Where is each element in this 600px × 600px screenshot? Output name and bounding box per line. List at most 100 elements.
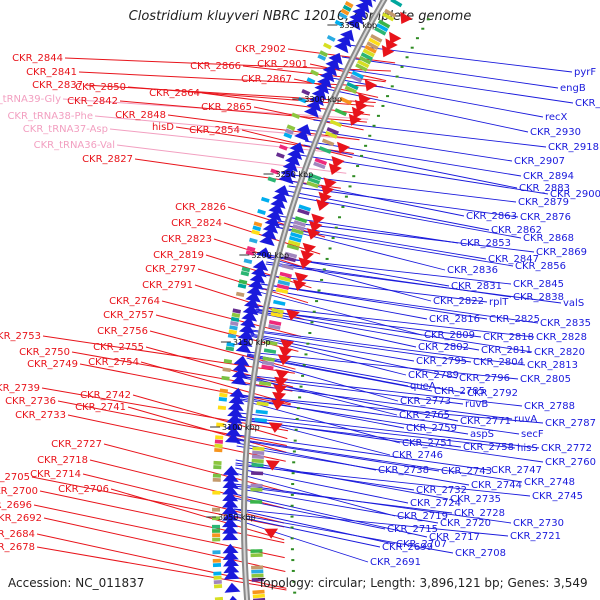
gene-label: CKR_2816 xyxy=(429,314,480,325)
cog-color-block xyxy=(250,487,263,492)
cog-color-block xyxy=(229,325,238,331)
reverse-gene-arrow xyxy=(248,278,264,290)
cog-color-block xyxy=(275,152,285,159)
cog-color-block xyxy=(213,465,222,470)
rrna-marker xyxy=(290,548,294,551)
gene-label: ruvA xyxy=(514,414,537,425)
cog-color-block xyxy=(212,490,221,495)
gene-label: CKR_2869 xyxy=(536,247,587,258)
label-connector xyxy=(236,439,440,472)
reverse-gene-arrow xyxy=(225,420,242,431)
rrna-marker xyxy=(344,195,348,198)
rrna-marker xyxy=(301,374,305,377)
rrna-marker xyxy=(328,247,332,250)
rrna-marker xyxy=(390,85,394,88)
forward-gene-arrow xyxy=(316,199,330,211)
gene-label: CKR_2862 xyxy=(491,225,542,236)
cog-color-block xyxy=(275,287,289,294)
label-connector xyxy=(237,434,490,471)
gene-label: CKR_2844 xyxy=(12,53,63,64)
cog-color-block xyxy=(250,500,263,504)
rrna-marker xyxy=(317,289,321,292)
cog-color-block xyxy=(301,88,311,96)
cog-color-block xyxy=(297,96,307,104)
rrna-marker xyxy=(338,216,342,219)
forward-gene-arrow xyxy=(273,384,287,396)
cog-color-block xyxy=(286,124,296,131)
label-connector xyxy=(241,395,544,424)
cog-color-block xyxy=(214,596,224,600)
gene-label: CKR_2867 xyxy=(241,74,292,85)
gene-label: hisS xyxy=(517,443,538,454)
reverse-gene-arrow xyxy=(228,394,245,405)
kbp-tick-label: 3250 kbp xyxy=(275,170,313,179)
cog-color-block xyxy=(382,12,395,22)
cog-color-block xyxy=(290,231,303,239)
reverse-gene-arrow xyxy=(282,160,298,173)
cog-color-block xyxy=(253,221,263,228)
forward-gene-arrow xyxy=(264,528,279,539)
forward-gene-arrow xyxy=(385,38,398,51)
label-connector xyxy=(234,483,512,524)
label-connector xyxy=(242,383,513,420)
cog-color-block xyxy=(271,307,284,314)
gene-label: CKR_2827 xyxy=(82,154,133,165)
cog-color-block xyxy=(307,177,321,185)
gene-label: CKR_2787 xyxy=(545,418,596,429)
cog-color-block xyxy=(257,209,266,215)
cog-color-block xyxy=(246,246,256,252)
gene-label: CKR_2714 xyxy=(30,469,81,480)
gene-label: CKR_2825 xyxy=(489,314,540,325)
trna-label: CKR_tRNA37-Asp xyxy=(23,124,108,135)
label-connector xyxy=(103,443,285,492)
rrna-marker xyxy=(304,353,308,356)
cog-color-block xyxy=(339,96,352,105)
forward-gene-arrow xyxy=(271,399,286,411)
cog-color-block xyxy=(334,108,347,117)
rrna-marker xyxy=(426,18,430,21)
rrna-marker xyxy=(302,364,306,367)
label-connector xyxy=(237,438,523,483)
rrna-marker xyxy=(368,134,372,137)
reverse-gene-arrow xyxy=(306,100,322,112)
cog-color-block xyxy=(235,291,245,298)
forward-gene-arrow xyxy=(278,346,293,358)
cog-color-block xyxy=(213,579,222,585)
reverse-gene-arrow xyxy=(223,563,240,574)
label-connector xyxy=(259,291,423,336)
label-connector xyxy=(67,414,286,462)
gene-label: queA xyxy=(410,381,436,392)
forward-gene-arrow xyxy=(274,376,289,388)
gene-label: CKR_2826 xyxy=(175,202,226,213)
cog-color-block xyxy=(214,443,223,449)
accession-text: Accession: NC_011837 xyxy=(8,576,145,590)
label-connector xyxy=(279,215,459,244)
label-connector xyxy=(233,518,369,563)
cog-color-block xyxy=(265,340,278,346)
label-connector xyxy=(239,412,540,449)
gene-label: CKR_2719 xyxy=(397,511,448,522)
gene-label: CKR_2749 xyxy=(27,359,78,370)
cog-color-block xyxy=(251,565,264,570)
cog-color-block xyxy=(268,319,282,326)
reverse-gene-arrow xyxy=(337,35,352,48)
gene-label: CKR_2733 xyxy=(15,410,66,421)
cog-color-block xyxy=(212,550,221,555)
cog-color-block xyxy=(238,279,248,285)
label-connector xyxy=(241,396,405,429)
forward-gene-arrow xyxy=(320,184,335,197)
cog-color-block xyxy=(256,401,269,407)
cog-color-block xyxy=(225,346,235,352)
gene-label: CKR_2804 xyxy=(473,357,524,368)
cog-color-block xyxy=(248,237,258,244)
label-connector xyxy=(43,517,286,572)
cog-color-block xyxy=(226,342,235,348)
cog-color-block xyxy=(298,204,311,212)
cog-color-block xyxy=(294,216,308,224)
cog-color-block xyxy=(261,364,274,370)
cog-color-block xyxy=(390,0,403,8)
right-gene-labels: pyrF engB CKR_2945 recX CKR_2930 CKR_2918 CKR_… xyxy=(370,67,600,568)
reverse-gene-arrow xyxy=(224,582,241,593)
reverse-gene-arrow xyxy=(289,142,305,154)
rrna-marker xyxy=(386,95,390,98)
